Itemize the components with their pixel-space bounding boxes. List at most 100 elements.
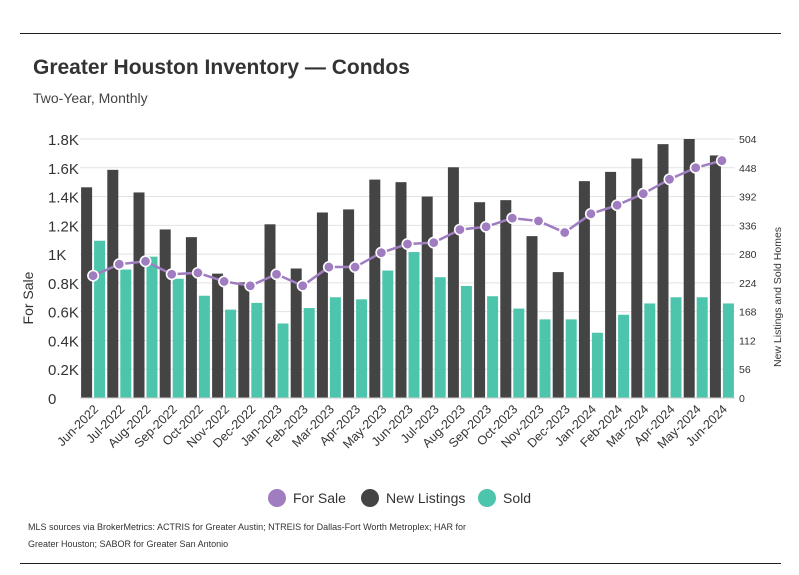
bar-new-listings [578, 181, 590, 398]
for-sale-point [715, 154, 728, 167]
bar-new-listings [683, 139, 695, 398]
bar-new-listings [290, 268, 302, 398]
for-sale-point [191, 266, 204, 279]
for-sale-point [270, 268, 283, 281]
chart-title: Greater Houston Inventory — Condos [33, 56, 410, 79]
bar-sold [539, 319, 551, 398]
for-sale-point [244, 279, 257, 292]
y2-tick-label: 112 [739, 335, 756, 347]
y-tick-label: 0.4K [48, 333, 79, 350]
legend-marker [361, 489, 379, 507]
bar-sold [225, 309, 237, 398]
for-sale-point [689, 161, 702, 174]
y-tick-label: 1.8K [48, 132, 79, 149]
legend-marker [268, 489, 286, 507]
legend-marker [478, 489, 496, 507]
y2-tick-label: 0 [739, 393, 745, 405]
bar-new-listings [474, 202, 486, 398]
y-tick-label: 0 [48, 391, 56, 408]
bar-new-listings [500, 200, 512, 398]
bar-sold [120, 269, 132, 398]
source-note: MLS sources via BrokerMetrics: ACTRIS fo… [28, 522, 466, 549]
for-sale-point [427, 236, 440, 249]
y2-tick-label: 336 [739, 220, 757, 232]
bar-sold [408, 252, 420, 398]
bar-new-listings [159, 229, 171, 398]
y-tick-label: 0.6K [48, 305, 79, 322]
legend-label: For Sale [293, 490, 346, 506]
bar-new-listings [421, 196, 433, 398]
bar-sold [460, 285, 472, 398]
for-sale-point [558, 226, 571, 239]
bar-sold [303, 308, 315, 398]
for-sale-point [611, 199, 624, 212]
bar-new-listings [238, 282, 250, 398]
bar-sold [94, 240, 106, 398]
for-sale-point [375, 246, 388, 259]
bar-new-listings [395, 182, 407, 398]
for-sale-point [349, 261, 362, 274]
bar-new-listings [369, 179, 381, 398]
y-tick-label: 1.4K [48, 190, 79, 207]
bar-sold [565, 319, 577, 398]
y2-tick-label: 448 [739, 163, 757, 175]
bar-sold [591, 332, 603, 398]
legend-label: New Listings [386, 490, 465, 506]
bar-new-listings [133, 192, 145, 398]
bar-new-listings [264, 224, 276, 398]
legend-label: Sold [503, 490, 531, 506]
bar-new-listings [447, 167, 459, 398]
for-sale-point [663, 173, 676, 186]
for-sale-point [506, 212, 519, 225]
y-tick-label: 0.8K [48, 276, 79, 293]
y-axis-label: For Sale [20, 271, 36, 324]
top-rule [20, 33, 781, 34]
bar-new-listings [212, 273, 224, 398]
y2-axis-label: New Listings and Sold Homes [772, 227, 784, 367]
for-sale-point [584, 207, 597, 220]
y2-tick-label: 392 [739, 192, 757, 204]
bar-sold [356, 299, 368, 398]
bar-new-listings [605, 171, 617, 398]
for-sale-point [87, 269, 100, 282]
bar-sold [696, 297, 708, 398]
bar-sold [722, 303, 734, 398]
y2-tick-label: 504 [739, 134, 757, 146]
for-sale-point [218, 275, 231, 288]
bar-new-listings [657, 144, 669, 398]
y2-tick-label: 280 [739, 249, 757, 261]
for-sale-point [139, 255, 152, 268]
bar-sold [198, 295, 210, 398]
for-sale-point [296, 279, 309, 292]
bar-sold [146, 256, 158, 398]
bar-new-listings [631, 158, 643, 398]
for-sale-point [322, 261, 335, 274]
for-sale-point [165, 268, 178, 281]
y-tick-label: 0.2K [48, 362, 79, 379]
bar-sold [618, 314, 630, 398]
for-sale-point [113, 258, 126, 271]
for-sale-point [480, 220, 493, 233]
for-sale-point [532, 215, 545, 228]
y-tick-label: 1K [48, 247, 66, 264]
y2-tick-label: 168 [739, 307, 757, 319]
y-tick-label: 1.6K [48, 161, 79, 178]
bar-sold [513, 308, 525, 398]
bar-sold [329, 297, 341, 398]
bar-sold [277, 323, 289, 398]
for-sale-point [401, 238, 414, 251]
bar-new-listings [709, 155, 721, 398]
for-sale-point [453, 223, 466, 236]
bar-sold [670, 297, 682, 398]
for-sale-point [637, 187, 650, 200]
bar-sold [251, 302, 263, 398]
chart-subtitle: Two-Year, Monthly [33, 90, 148, 106]
bar-new-listings [316, 212, 328, 398]
bar-new-listings [552, 272, 564, 398]
bar-new-listings [526, 236, 538, 398]
y2-tick-label: 56 [739, 364, 751, 376]
bar-sold [434, 277, 446, 398]
bar-new-listings [185, 237, 197, 398]
bar-sold [382, 270, 394, 398]
bar-sold [644, 303, 656, 398]
